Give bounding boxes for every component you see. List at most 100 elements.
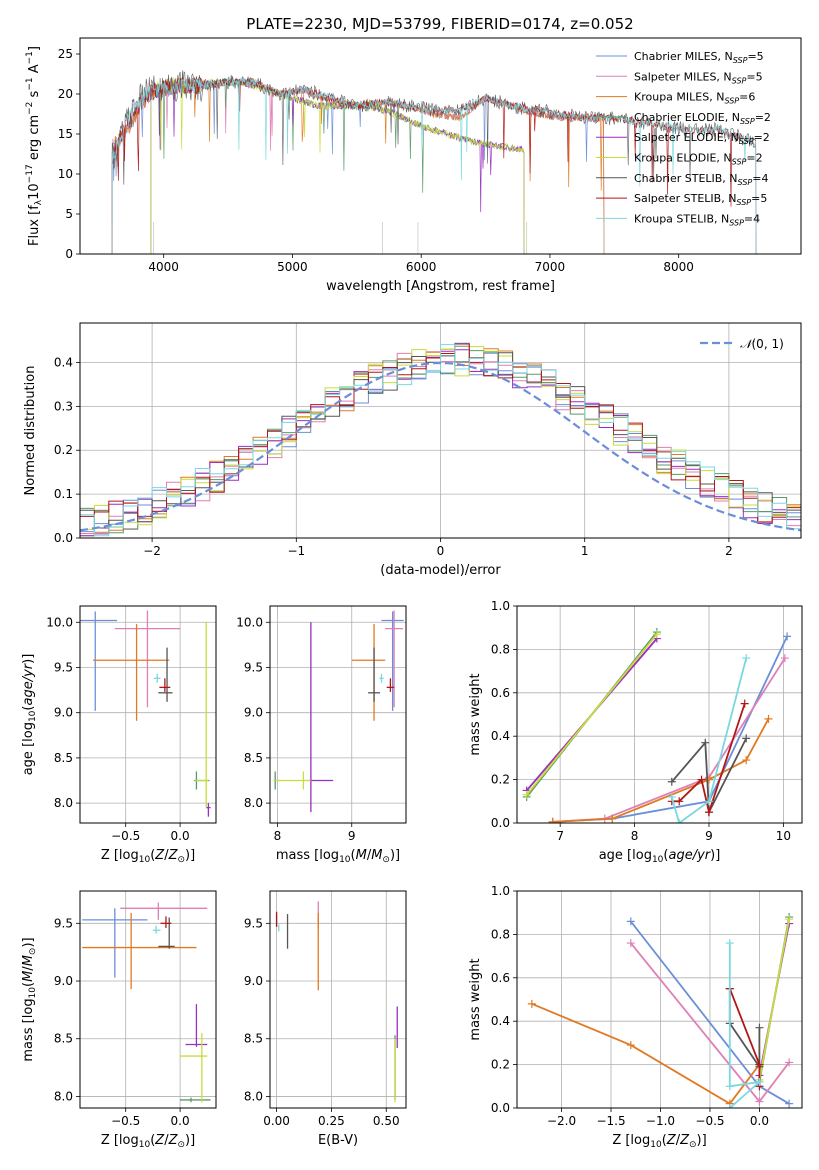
y-tick-label: 0.6: [491, 686, 510, 700]
y-tick-label: 8.0: [244, 796, 263, 810]
weight-marker: [704, 775, 713, 784]
weight-line: [758, 919, 790, 1080]
label-part: Z: [679, 1133, 690, 1148]
x-tick-label: 9: [705, 829, 713, 843]
label-part: ⊙: [177, 1140, 185, 1150]
y-tick-label: 8.5: [54, 1032, 73, 1046]
label-part: Z [log: [101, 1133, 139, 1148]
weight-marker: [697, 775, 706, 784]
weight-marker: [783, 632, 792, 641]
x-tick-label: 5000: [277, 260, 308, 274]
y-tick-label: 0.0: [491, 816, 510, 830]
legend-entry: Chabrier MILES, NSSP=5: [634, 50, 764, 65]
label-part: Salpeter MILES, N: [634, 70, 732, 83]
label-part: −2: [25, 102, 35, 115]
label-part: ]: [27, 46, 42, 51]
y-tick-label: 9.0: [244, 706, 263, 720]
label-part: (: [351, 848, 356, 863]
y-tick-label: 8.5: [244, 751, 263, 765]
label-part: Salpeter ELODIE, N: [634, 131, 739, 144]
x-tick-label: 4000: [148, 260, 179, 274]
label-part: =4: [744, 212, 760, 225]
y-tick-label: 0.4: [54, 355, 73, 369]
y-tick-label: 0.6: [491, 971, 510, 985]
label-part: age/yr: [21, 662, 36, 705]
y-axis-label: mass weight: [468, 673, 483, 755]
errorbar-point: [82, 912, 197, 990]
label-part: SSP: [739, 137, 754, 146]
weight-marker: [755, 1077, 764, 1086]
legend-entry: Chabrier STELIB, NSSP=4: [634, 172, 768, 187]
errorbar-point: [385, 610, 404, 708]
x-axis-label: (data-model)/error: [380, 563, 501, 578]
x-tick-label: 2: [725, 544, 733, 558]
label-part: Normed distribution: [23, 366, 38, 496]
x-tick-label: −2: [143, 544, 161, 558]
label-part: /: [21, 966, 36, 971]
label-part: SSP: [740, 117, 755, 126]
weight-marker: [548, 817, 557, 823]
x-tick-label: −1.5: [596, 1114, 625, 1128]
x-tick-label: 9: [348, 829, 356, 843]
y-tick-label: 0.0: [491, 1101, 510, 1115]
y-tick-label: 0.1: [54, 487, 73, 501]
errorbar-point: [180, 1032, 208, 1103]
label-part: /: [676, 1133, 681, 1148]
label-part: Chabrier ELODIE, N: [634, 111, 740, 124]
mass-vs-z-plot-area: [82, 902, 211, 1103]
label-part: =2: [746, 152, 762, 165]
age-vs-z-panel: −0.5 0.08.08.59.09.510.0Z [log10(Z/Z⊙)]ag…: [21, 605, 217, 865]
label-part: )]: [21, 937, 36, 947]
y-tick-label: 0.0: [54, 531, 73, 545]
weight-line: [670, 657, 748, 823]
label-part: mass [log: [276, 848, 339, 863]
label-part: Chabrier MILES, N: [634, 50, 733, 63]
label-part: Z: [154, 1133, 165, 1148]
x-axis-label: E(B-V): [318, 1133, 358, 1148]
label-part: (: [21, 706, 36, 711]
weight-marker: [626, 1041, 635, 1050]
x-axis-label: Z [log10(Z/Z⊙)]: [612, 1133, 706, 1150]
label-part: Chabrier STELIB, N: [634, 172, 738, 185]
y-tick-label: 25: [58, 47, 73, 61]
weight-marker: [725, 1104, 734, 1108]
mass-vs-ebv-frame: [269, 890, 407, 1109]
y-tick-label: 0: [65, 247, 73, 261]
x-tick-label: 8: [274, 829, 282, 843]
weight-marker: [742, 734, 751, 743]
age-vs-z-frame: [79, 605, 217, 824]
weight-marker: [527, 999, 536, 1008]
weight-marker: [667, 777, 676, 786]
weight-marker: [667, 792, 676, 801]
weight-marker: [704, 797, 713, 806]
label-part: 10: [650, 1140, 662, 1150]
weight-marker: [764, 714, 773, 723]
y-tick-label: 8.0: [54, 796, 73, 810]
y-tick-label: 0.2: [54, 443, 73, 457]
x-tick-label: 0.25: [318, 1114, 345, 1128]
figure-title: PLATE=2230, MJD=53799, FIBERID=0174, z=0…: [246, 15, 633, 33]
label-part: A: [27, 64, 42, 77]
y-axis-label: mass weight: [468, 958, 483, 1040]
mass-vs-z-panel: −0.5 0.08.08.59.09.5Z [log10(Z/Z⊙)]mass […: [21, 890, 217, 1150]
y-axis-label: Flux [fλ10−17 erg cm−2 s−1 A−1]: [25, 46, 44, 246]
label-part: Z: [154, 848, 165, 863]
label-part: (: [663, 848, 668, 863]
label-part: erg cm: [27, 115, 42, 164]
errorbar-point: [120, 902, 208, 920]
label-part: =5: [747, 50, 763, 63]
label-part: )]: [697, 1133, 707, 1148]
weight-marker: [785, 915, 794, 924]
label-part: 10: [139, 1140, 151, 1150]
x-tick-label: 0.00: [263, 1114, 290, 1128]
legend-entry: Salpeter MILES, NSSP=5: [634, 70, 763, 85]
label-part: Kroupa STELIB, N: [634, 212, 729, 225]
weight-vs-age-plot-area: [522, 628, 792, 823]
errorbar-point: [93, 624, 170, 721]
x-tick-label: 7: [556, 829, 564, 843]
label-part: )]: [710, 848, 720, 863]
x-tick-label: 0.0: [171, 829, 190, 843]
label-part: ⊙: [28, 948, 38, 956]
errorbar-point: [114, 610, 181, 708]
label-part: =4: [752, 172, 768, 185]
